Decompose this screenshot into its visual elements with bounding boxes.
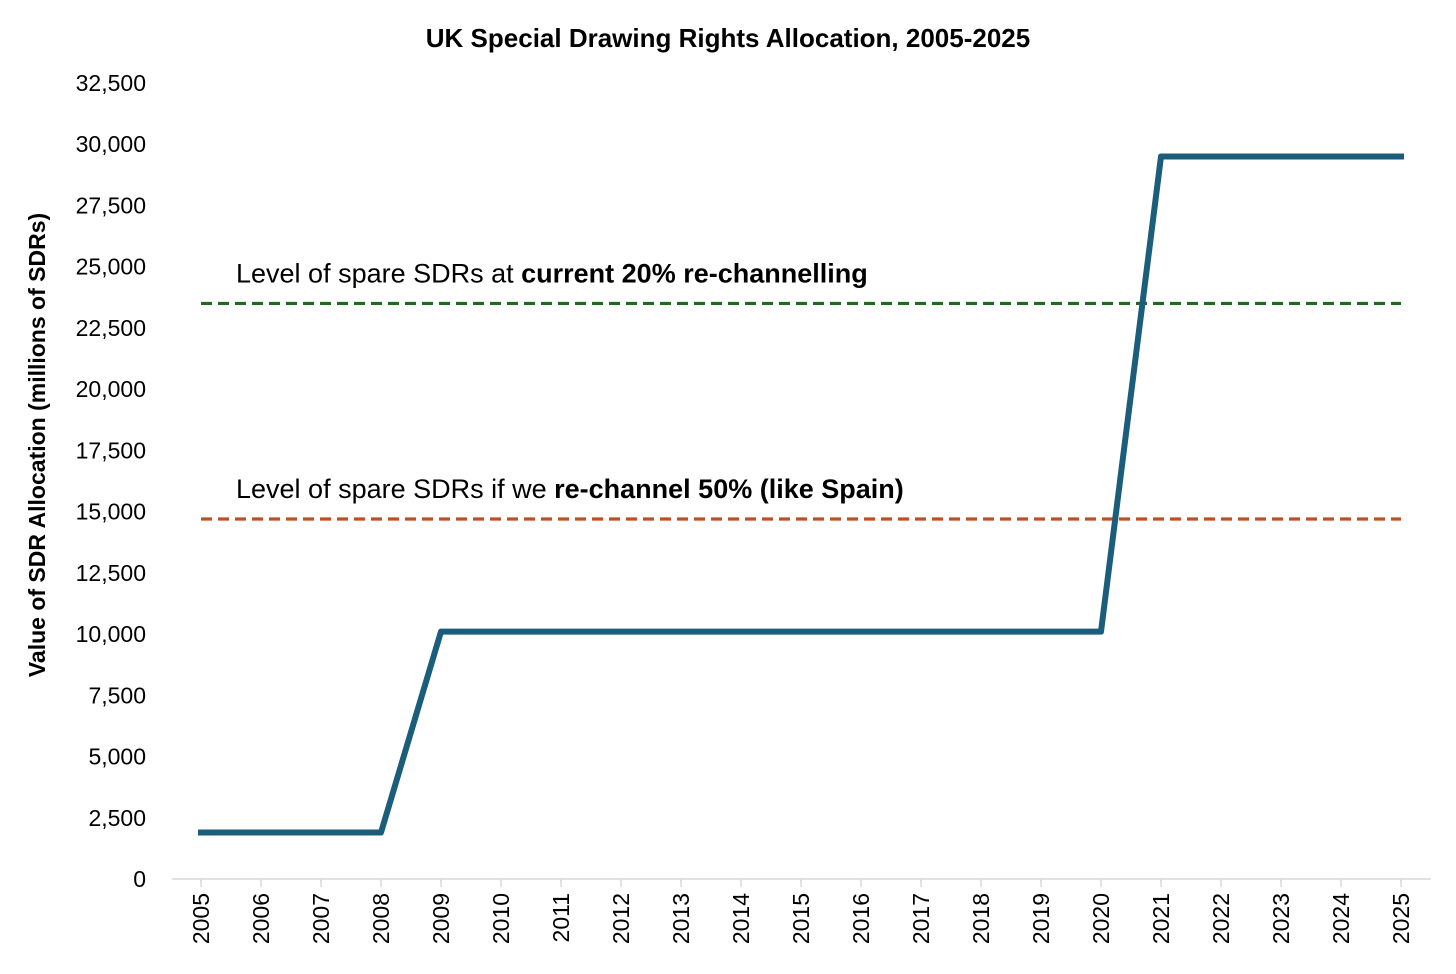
x-tick-label: 2012 — [608, 893, 634, 944]
data-point — [260, 831, 262, 833]
y-tick-label: 30,000 — [76, 131, 146, 157]
y-tick-label: 32,500 — [76, 70, 146, 96]
x-tick-label: 2014 — [728, 893, 754, 944]
x-tick-label: 2016 — [848, 893, 874, 944]
reference-label-bold: current 20% re-channelling — [521, 258, 868, 288]
x-tick-label: 2006 — [248, 893, 274, 944]
data-point — [1100, 631, 1102, 633]
data-point — [860, 631, 862, 633]
x-tick-label: 2021 — [1148, 893, 1174, 944]
x-tick-label: 2022 — [1208, 893, 1234, 944]
data-point — [1400, 155, 1402, 157]
data-point — [200, 831, 202, 833]
data-point — [800, 631, 802, 633]
reference-line-label-current-20-rechannelling: Level of spare SDRs at current 20% re-ch… — [236, 258, 868, 288]
y-tick-label: 17,500 — [76, 437, 146, 463]
y-tick-label: 20,000 — [76, 376, 146, 402]
x-tick-label: 2019 — [1028, 893, 1054, 944]
x-tick-label: 2015 — [788, 893, 814, 944]
reference-label-normal: Level of spare SDRs at — [236, 258, 521, 288]
x-tick-label: 2009 — [428, 893, 454, 944]
y-tick-label: 5,000 — [88, 744, 146, 770]
data-point — [740, 631, 742, 633]
reference-line-label-rechannel-50-like-spain: Level of spare SDRs if we re-channel 50%… — [236, 474, 904, 504]
data-point — [440, 631, 442, 633]
data-point — [320, 831, 322, 833]
data-point — [980, 631, 982, 633]
y-tick-label: 10,000 — [76, 621, 146, 647]
y-tick-label: 22,500 — [76, 315, 146, 341]
data-point — [620, 631, 622, 633]
reference-label-bold: re-channel 50% (like Spain) — [554, 474, 904, 504]
reference-lines: Level of spare SDRs at current 20% re-ch… — [201, 258, 1401, 521]
x-tick-label: 2005 — [188, 893, 214, 944]
x-tick-label: 2013 — [668, 893, 694, 944]
x-tick-label: 2010 — [488, 893, 514, 944]
x-tick-label: 2017 — [908, 893, 934, 944]
chart-title: UK Special Drawing Rights Allocation, 20… — [426, 23, 1030, 53]
reference-label-normal: Level of spare SDRs if we — [236, 474, 554, 504]
y-tick-label: 25,000 — [76, 254, 146, 280]
x-tick-label: 2007 — [308, 893, 334, 944]
x-tick-label: 2023 — [1268, 893, 1294, 944]
y-axis-label: Value of SDR Allocation (millions of SDR… — [24, 213, 50, 677]
x-axis-ticks: 2005 2006 2007 2008 2009 2010 2011 2012 2013 2014… — [188, 879, 1414, 944]
y-tick-label: 15,000 — [76, 499, 146, 525]
x-tick-label: 2025 — [1388, 893, 1414, 944]
y-tick-label: 2,500 — [88, 805, 146, 831]
y-tick-label: 0 — [133, 866, 146, 892]
data-point — [1340, 155, 1342, 157]
y-tick-label: 27,500 — [76, 192, 146, 218]
x-tick-label: 2018 — [968, 893, 994, 944]
data-point — [560, 631, 562, 633]
data-point — [1220, 155, 1222, 157]
data-point — [500, 631, 502, 633]
y-axis-ticks: 0 2,500 5,000 7,500 10,000 12,500 15,000 17,500… — [76, 70, 146, 892]
y-tick-label: 12,500 — [76, 560, 146, 586]
data-point — [920, 631, 922, 633]
x-tick-label: 2011 — [548, 893, 574, 942]
data-point — [1040, 631, 1042, 633]
x-tick-label: 2024 — [1328, 893, 1354, 944]
x-tick-label: 2020 — [1088, 893, 1114, 944]
x-tick-label: 2008 — [368, 893, 394, 944]
data-point — [380, 831, 382, 833]
y-tick-label: 7,500 — [88, 682, 146, 708]
series-layer — [198, 153, 1404, 836]
data-point — [1280, 155, 1282, 157]
data-point — [1160, 155, 1162, 157]
data-point — [680, 631, 682, 633]
